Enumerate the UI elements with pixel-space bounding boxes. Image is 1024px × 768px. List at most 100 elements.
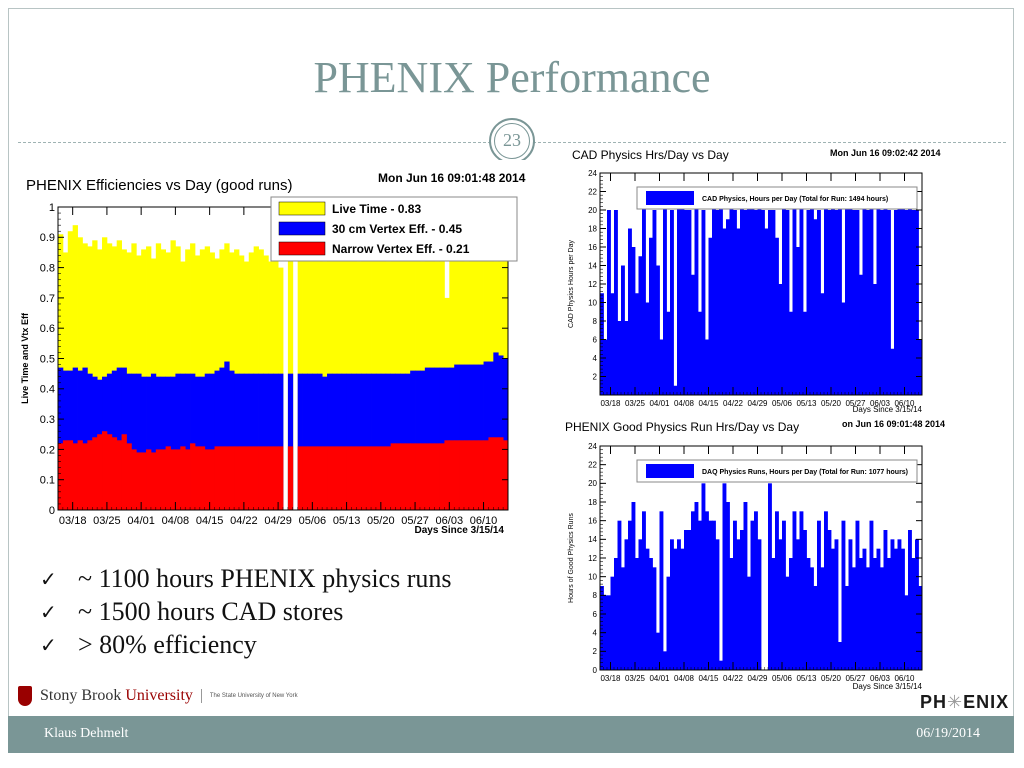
bar-narrow-vertex <box>92 437 98 510</box>
bar-good-physics-hours <box>691 511 695 670</box>
bar-cad-hours <box>621 265 625 395</box>
bar-good-physics-hours <box>859 558 863 670</box>
bar-good-physics-hours <box>708 520 713 670</box>
bar-narrow-vertex <box>258 446 264 510</box>
bar-cad-hours <box>883 200 888 395</box>
legend-swatch-narrow-vertex <box>278 241 326 256</box>
bar-30cm-vertex <box>194 376 201 510</box>
c2-x-tick-label: 04/29 <box>747 399 768 408</box>
bar-narrow-vertex <box>116 440 122 510</box>
bar-30cm-vertex <box>165 376 171 510</box>
bar-good-physics-hours <box>796 539 800 670</box>
bar-cad-hours <box>757 200 762 395</box>
bar-cad-hours <box>827 210 832 395</box>
bar-30cm-vertex <box>317 373 323 510</box>
bar-narrow-vertex <box>121 434 127 510</box>
bar-good-physics-hours <box>614 558 618 670</box>
bar-cad-hours <box>820 293 825 395</box>
bar-cad-hours <box>810 191 814 395</box>
c2-y-tick-label: 18 <box>588 224 597 233</box>
bar-cad-hours <box>663 191 667 395</box>
bar-good-physics-hours <box>771 558 776 670</box>
efficiency-chart: PHENIX Efficiencies vs Day (good runs) M… <box>16 160 564 550</box>
bar-cad-hours <box>652 210 657 395</box>
checkmark-icon: ✓ <box>40 632 57 657</box>
bar-good-physics-hours <box>750 520 755 670</box>
bar-30cm-vertex <box>424 367 431 510</box>
c1-x-tick-label: 04/22 <box>230 515 258 527</box>
bullet-item: ✓ > 80% efficiency <box>40 628 451 661</box>
efficiency-chart-title: PHENIX Efficiencies vs Day (good runs) <box>26 177 293 194</box>
c3-y-tick-label: 18 <box>588 498 597 507</box>
bar-good-physics-hours <box>820 567 825 670</box>
bar-30cm-vertex <box>449 367 455 510</box>
bar-cad-hours <box>873 284 877 395</box>
bar-cad-hours <box>656 265 660 395</box>
bar-cad-hours <box>894 210 898 395</box>
bar-cad-hours <box>691 274 695 395</box>
bar-30cm-vertex <box>454 364 460 510</box>
bar-good-physics-hours <box>715 539 720 670</box>
bar-30cm-vertex <box>473 364 480 510</box>
bar-narrow-vertex <box>468 440 475 510</box>
bar-30cm-vertex <box>419 370 426 510</box>
bar-narrow-vertex <box>146 449 152 510</box>
bar-good-physics-hours <box>687 530 692 670</box>
c1-y-tick-label: 0.4 <box>40 384 55 396</box>
bar-cad-hours <box>754 210 758 395</box>
bar-good-physics-hours <box>673 548 678 670</box>
bar-cad-hours <box>736 228 741 395</box>
bar-good-physics-hours <box>813 586 818 670</box>
bullet-text: ~ 1500 hours CAD stores <box>78 596 344 626</box>
c2-y-tick-label: 4 <box>593 354 598 363</box>
bar-30cm-vertex <box>375 373 382 510</box>
bar-cad-hours <box>708 237 713 395</box>
bar-30cm-vertex <box>483 361 489 510</box>
bar-cad-hours <box>701 210 706 395</box>
bar-narrow-vertex <box>131 449 137 510</box>
bar-30cm-vertex <box>82 367 88 510</box>
bar-narrow-vertex <box>473 440 480 510</box>
bar-good-physics-hours <box>834 539 839 670</box>
bar-30cm-vertex <box>361 373 367 510</box>
efficiency-chart-y-axis-label: Live Time and Vtx Eff <box>20 312 30 404</box>
bar-narrow-vertex <box>82 443 88 510</box>
bar-30cm-vertex <box>336 373 343 510</box>
bar-narrow-vertex <box>287 446 294 510</box>
legend-label-narrow-vertex: Narrow Vertex Eff. - 0.21 <box>332 242 470 256</box>
bar-cad-hours <box>638 256 643 395</box>
bar-cad-hours <box>680 200 685 395</box>
bar-narrow-vertex <box>278 446 284 510</box>
bar-cad-hours <box>848 191 853 395</box>
bar-cad-hours <box>722 228 727 395</box>
bar-30cm-vertex <box>312 373 318 510</box>
cad-hours-chart-timestamp: Mon Jun 16 09:02:42 2014 <box>830 148 941 158</box>
bar-narrow-vertex <box>322 446 328 510</box>
bar-good-physics-hours <box>638 539 643 670</box>
bar-good-physics-hours <box>904 595 909 670</box>
c1-y-tick-label: 0.3 <box>40 414 55 426</box>
bar-cad-hours <box>740 191 744 395</box>
bar-cad-hours <box>729 200 734 395</box>
bar-narrow-vertex <box>175 449 181 510</box>
c2-y-tick-label: 24 <box>588 169 597 178</box>
bar-narrow-vertex <box>106 434 113 510</box>
c3-x-tick-label: 05/06 <box>772 674 793 683</box>
good-physics-chart-legend <box>636 459 918 483</box>
c3-x-tick-label: 03/18 <box>600 674 621 683</box>
bar-30cm-vertex <box>185 373 191 510</box>
checkmark-icon: ✓ <box>40 566 57 591</box>
bar-live-time <box>102 237 108 511</box>
bar-cad-hours <box>799 200 804 395</box>
bar-30cm-vertex <box>155 376 162 510</box>
bar-good-physics-hours <box>670 539 674 670</box>
bar-cad-hours <box>677 191 681 395</box>
c3-x-tick-label: 04/08 <box>674 674 695 683</box>
bar-good-physics-hours <box>656 632 660 670</box>
bar-cad-hours <box>705 339 709 395</box>
c1-y-tick-label: 0.2 <box>40 444 55 456</box>
bar-good-physics-hours <box>663 651 667 670</box>
bar-30cm-vertex <box>346 373 352 510</box>
bar-narrow-vertex <box>375 446 382 510</box>
bar-narrow-vertex <box>248 446 255 510</box>
